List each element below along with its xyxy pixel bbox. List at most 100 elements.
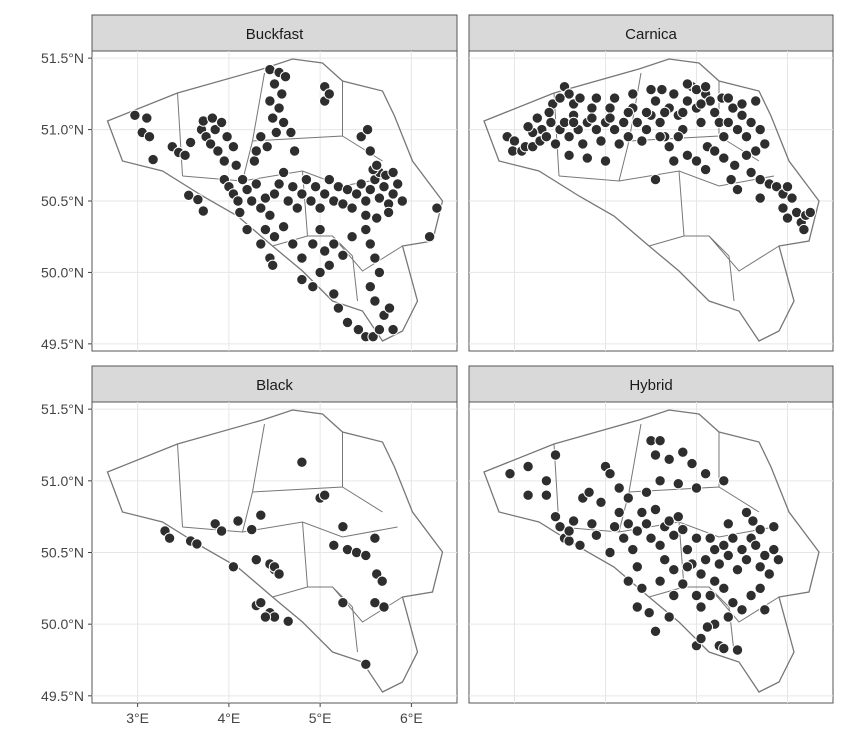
location-point (677, 578, 689, 590)
location-point (373, 192, 386, 204)
location-point (777, 202, 789, 214)
location-point (622, 575, 634, 587)
location-point (291, 202, 303, 214)
location-point (364, 238, 376, 250)
location-point (590, 92, 603, 104)
location-point (654, 131, 666, 143)
location-point (206, 112, 219, 124)
location-point (654, 539, 666, 551)
location-point (246, 195, 258, 207)
location-point (212, 145, 224, 157)
location-point (215, 525, 228, 537)
location-point (631, 601, 643, 613)
location-point (699, 163, 712, 176)
location-point (604, 112, 616, 124)
location-point (307, 238, 319, 250)
location-point (328, 539, 340, 551)
location-point (690, 482, 703, 494)
location-point (307, 281, 319, 293)
location-point (804, 206, 816, 219)
location-point (668, 529, 680, 541)
location-point (232, 195, 244, 207)
location-point (382, 206, 395, 219)
location-point (722, 611, 734, 623)
location-point (360, 223, 372, 236)
location-point (725, 173, 737, 186)
facet-strip (468, 14, 834, 52)
location-point (227, 561, 240, 573)
location-point (608, 92, 621, 104)
location-point (204, 138, 217, 150)
location-point (604, 546, 616, 559)
location-point (654, 575, 666, 587)
location-point (387, 188, 399, 200)
location-point (643, 607, 655, 619)
location-point (246, 523, 258, 536)
location-point (581, 152, 593, 164)
location-point (754, 561, 766, 573)
location-point (668, 88, 680, 100)
location-point (296, 188, 308, 200)
location-point (736, 109, 748, 122)
location-point (241, 223, 253, 236)
location-point (319, 245, 331, 257)
y-tick-label: 50.5°N (41, 545, 84, 561)
location-point (522, 489, 534, 501)
location-point (754, 192, 766, 204)
facet-strip (468, 365, 834, 403)
location-point (740, 149, 753, 162)
location-point (287, 181, 299, 193)
location-point (750, 145, 762, 157)
location-point (549, 138, 562, 150)
x-tick-label: 6°E (400, 710, 423, 726)
location-point (337, 198, 349, 210)
location-point (387, 323, 399, 336)
location-point (540, 131, 553, 143)
location-point (563, 149, 575, 162)
location-point (656, 83, 668, 96)
location-point (654, 435, 666, 447)
location-point (713, 558, 725, 570)
location-point (364, 281, 376, 293)
location-point (668, 589, 680, 602)
location-point (786, 192, 798, 204)
location-point (690, 532, 703, 544)
location-point (371, 212, 383, 224)
location-point (328, 238, 340, 250)
location-point (583, 486, 595, 498)
location-point (699, 468, 712, 480)
location-point (622, 492, 634, 504)
location-point (209, 123, 221, 136)
location-point (369, 597, 381, 609)
location-point (718, 642, 730, 655)
location-point (264, 209, 276, 222)
location-point (337, 521, 349, 533)
location-point (649, 173, 662, 186)
location-point (622, 518, 634, 530)
location-point (549, 511, 562, 523)
location-point (355, 131, 367, 143)
location-point (754, 582, 766, 594)
location-point (631, 561, 643, 573)
location-point (255, 202, 267, 214)
location-point (722, 92, 734, 104)
location-point (215, 116, 228, 129)
location-point (722, 518, 734, 530)
location-point (709, 543, 721, 556)
location-point (355, 178, 367, 190)
location-point (759, 549, 771, 562)
location-point (250, 145, 262, 157)
location-point (392, 178, 404, 190)
location-point (701, 621, 714, 633)
location-point (378, 181, 390, 193)
location-point (250, 178, 262, 190)
location-point (360, 195, 372, 207)
location-point (236, 173, 249, 186)
location-point (232, 515, 244, 527)
location-point (221, 131, 233, 143)
location-point (129, 109, 141, 122)
location-point (663, 515, 675, 527)
location-point (282, 615, 294, 627)
location-point (563, 131, 575, 143)
location-point (699, 81, 712, 93)
